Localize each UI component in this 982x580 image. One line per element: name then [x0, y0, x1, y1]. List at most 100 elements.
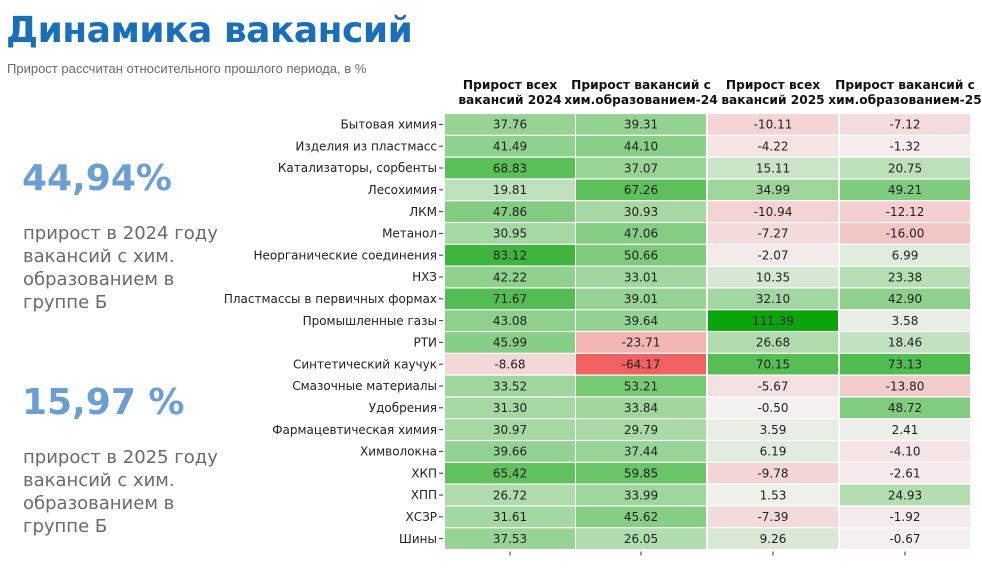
cell-value: 9.26: [760, 532, 787, 546]
heatmap-cell: [708, 244, 838, 266]
cell-value: 59.85: [624, 467, 658, 481]
heatmap-cell: [576, 506, 706, 528]
cell-value: 68.83: [493, 161, 527, 175]
cell-value: 19.81: [493, 183, 527, 197]
cell-value: 45.99: [493, 336, 527, 350]
column-header: Прирост вакансий с хим.образованием-24: [564, 78, 717, 107]
stat-2024-description: прирост в 2024 году вакансий с хим. обра…: [23, 223, 218, 313]
cell-value: 37.53: [493, 532, 527, 546]
heatmap-cell: [708, 397, 838, 419]
heatmap-cell: [445, 266, 575, 288]
column-header: Прирост всех вакансий 2024: [458, 78, 561, 107]
heatmap-cell: [576, 135, 706, 157]
cell-value: -23.71: [622, 336, 661, 350]
heatmap-cell: [576, 157, 706, 179]
cell-value: -7.39: [757, 510, 788, 524]
heatmap-cell: [708, 441, 838, 462]
heatmap-cell: [576, 244, 706, 266]
row-label: ЛКМ: [409, 205, 437, 219]
cell-value: -5.67: [757, 379, 788, 393]
row-label: Удобрения: [369, 401, 437, 415]
heatmap-cell: [708, 288, 838, 310]
cell-value: 3.59: [760, 423, 787, 437]
heatmap-cell: [840, 288, 970, 310]
column-header: Прирост вакансий с хим.образованием-25: [828, 78, 981, 107]
row-label: Неорганические соединения: [254, 248, 438, 262]
cell-value: 70.15: [756, 358, 790, 372]
heatmap-cell: [840, 266, 970, 288]
cell-value: 42.90: [888, 292, 922, 306]
heatmap-cell: [708, 506, 838, 528]
cell-value: -1.32: [889, 140, 920, 154]
heatmap-cell: [445, 114, 575, 135]
heatmap-cell: [445, 135, 575, 157]
heatmap-cell: [576, 528, 706, 549]
cell-value: -2.61: [889, 467, 920, 481]
cell-value: 73.13: [888, 358, 922, 372]
row-label: Промышленные газы: [303, 314, 437, 328]
heatmap-cell: [708, 332, 838, 353]
heatmap-cell: [840, 353, 970, 375]
heatmap-cell: [840, 375, 970, 397]
cell-value: 1.53: [760, 488, 787, 502]
cell-value: 41.49: [493, 140, 527, 154]
cell-value: 67.26: [624, 183, 658, 197]
cell-value: -16.00: [886, 227, 925, 241]
cell-value: -10.11: [754, 118, 793, 132]
row-label: Пластмассы в первичных формах: [224, 292, 437, 306]
heatmap-cell: [445, 157, 575, 179]
cell-value: 37.76: [493, 118, 527, 132]
heatmap-cell: [445, 375, 575, 397]
heatmap-cell: [840, 157, 970, 179]
cell-value: 37.07: [624, 161, 658, 175]
cell-value: 39.31: [624, 118, 658, 132]
heatmap-cell: [576, 310, 706, 331]
heatmap-cell: [708, 375, 838, 397]
heatmap-cell: [708, 528, 838, 549]
cell-value: 49.21: [888, 183, 922, 197]
cell-value: -64.17: [622, 358, 661, 372]
cell-value: -1.92: [889, 510, 920, 524]
cell-value: 32.10: [756, 292, 790, 306]
cell-value: 47.86: [493, 205, 527, 219]
cell-value: 45.62: [624, 510, 658, 524]
page-title: Динамика вакансий: [6, 10, 413, 51]
heatmap-cell: [840, 528, 970, 549]
heatmap-cell: [445, 244, 575, 266]
row-label: ХПП: [411, 488, 437, 502]
cell-value: 20.75: [888, 161, 922, 175]
cell-value: 65.42: [493, 467, 527, 481]
heatmap-cell: [840, 462, 970, 484]
page-subtitle: Прирост рассчитан относительного прошлог…: [7, 61, 367, 76]
stat-2024-value: 44,94%: [22, 158, 172, 199]
cell-value: 53.21: [624, 379, 658, 393]
heatmap-cell: [576, 419, 706, 440]
heatmap-cell: [840, 223, 970, 244]
heatmap-cell: [708, 114, 838, 135]
cell-value: 23.38: [888, 270, 922, 284]
cell-value: 39.66: [493, 445, 527, 459]
cell-value: -13.80: [886, 379, 925, 393]
heatmap-cell: [576, 201, 706, 222]
heatmap-cell: [445, 528, 575, 549]
heatmap-cell: [576, 353, 706, 375]
heatmap-cell: [708, 484, 838, 506]
cell-value: 42.22: [493, 270, 527, 284]
heatmap-cell: [576, 397, 706, 419]
heatmap-cell: [576, 332, 706, 353]
heatmap-cell: [708, 353, 838, 375]
cell-value: 39.64: [624, 314, 658, 328]
heatmap-cell: [445, 462, 575, 484]
cell-value: -7.27: [757, 227, 788, 241]
heatmap-cell: [708, 223, 838, 244]
heatmap-cell: [840, 114, 970, 135]
heatmap-cell: [445, 353, 575, 375]
cell-value: 31.30: [493, 401, 527, 415]
heatmap-cell: [708, 462, 838, 484]
cell-value: -8.68: [494, 358, 525, 372]
row-label: ХСЗР: [405, 510, 437, 524]
cell-value: 30.97: [493, 423, 527, 437]
heatmap-cell: [445, 332, 575, 353]
heatmap-cell: [840, 484, 970, 506]
